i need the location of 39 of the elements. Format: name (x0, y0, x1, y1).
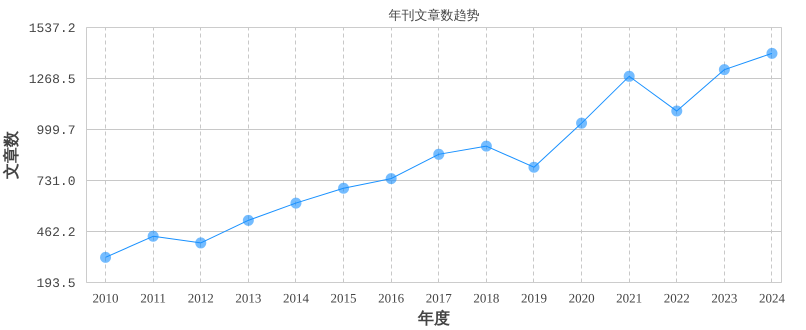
point (433, 148, 444, 160)
y-tick-label: 999.7 (36, 123, 76, 138)
point (576, 118, 588, 129)
y-tick-label: 1537.2 (28, 21, 76, 36)
point (480, 140, 492, 152)
y-axis-title: 文章数 (2, 130, 21, 180)
x-tick-label: 2013 (235, 290, 262, 306)
point (624, 70, 635, 82)
point (100, 252, 112, 263)
x-tick-label: 2024 (758, 290, 786, 306)
point (528, 162, 540, 173)
x-tick-label: 2023 (711, 290, 738, 306)
point (148, 230, 159, 242)
point (718, 64, 730, 76)
x-tick-label: 2019 (520, 290, 547, 306)
y-tick-label: 731.0 (36, 174, 76, 189)
point (766, 48, 778, 59)
x-axis-title: 年度 (417, 308, 450, 328)
x-tick-label: 2012 (188, 290, 214, 306)
point (671, 106, 682, 117)
y-tick-label: 462.2 (36, 225, 76, 240)
x-tick-label: 2017 (426, 290, 452, 306)
x-tick-label: 2015 (330, 290, 357, 306)
chart-title: 年刊文章数趋势 (388, 8, 480, 22)
x-tick-label: 2021 (616, 290, 642, 306)
point (338, 182, 350, 194)
point (195, 237, 206, 248)
x-tick-label: 2010 (92, 290, 119, 306)
x-tick-label: 2020 (568, 290, 595, 306)
point (386, 173, 397, 184)
x-tick-label: 2016 (378, 290, 405, 306)
y-tick-label: 1268.5 (28, 72, 76, 87)
x-tick-label: 2014 (282, 290, 310, 306)
y-tick-label: 193.5 (36, 276, 76, 291)
point (290, 198, 302, 209)
x-tick-label: 2018 (473, 290, 500, 306)
x-tick-label: 2011 (140, 290, 166, 306)
point (242, 214, 254, 226)
x-tick-label: 2022 (664, 290, 690, 306)
